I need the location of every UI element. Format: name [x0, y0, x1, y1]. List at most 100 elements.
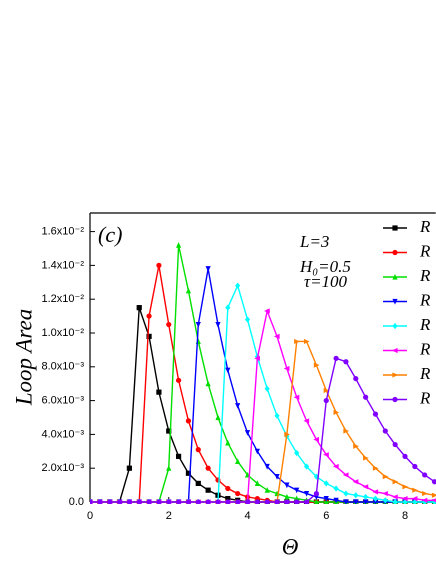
marker	[411, 496, 418, 502]
marker	[402, 453, 408, 459]
marker	[363, 493, 369, 501]
marker	[284, 499, 290, 504]
marker	[273, 333, 280, 339]
marker	[333, 485, 339, 492]
legend-label: R	[419, 217, 431, 236]
series-line	[90, 357, 435, 503]
marker	[225, 499, 231, 504]
y-tick-label: 2.0x10⁻³	[42, 462, 85, 474]
marker	[205, 499, 211, 504]
marker	[294, 338, 300, 345]
marker	[254, 355, 260, 361]
marker	[313, 362, 320, 368]
legend-label: R	[419, 241, 431, 260]
marker	[402, 484, 409, 490]
marker	[303, 490, 310, 497]
marker	[254, 499, 260, 504]
marker	[422, 472, 428, 478]
marker	[126, 499, 132, 504]
marker	[225, 367, 231, 374]
marker	[343, 499, 349, 504]
marker	[314, 498, 319, 504]
marker	[235, 499, 241, 504]
y-tick-label: 0.0	[69, 496, 84, 508]
marker	[392, 249, 398, 256]
y-tick-label: 6.0x10⁻³	[42, 395, 85, 407]
marker	[392, 441, 398, 448]
x-tick-label: 0	[87, 510, 93, 522]
y-tick-label: 1.2x10⁻²	[42, 293, 85, 305]
marker	[293, 394, 300, 400]
marker	[372, 495, 379, 502]
marker	[382, 474, 389, 480]
marker	[391, 347, 398, 354]
marker	[294, 449, 300, 457]
marker	[244, 430, 251, 436]
marker	[126, 465, 132, 471]
marker	[195, 480, 201, 487]
marker	[294, 499, 300, 504]
marker	[363, 455, 369, 461]
marker	[412, 463, 418, 470]
marker	[284, 493, 290, 500]
marker	[332, 463, 339, 470]
marker	[382, 490, 388, 497]
marker	[225, 439, 231, 446]
marker	[195, 321, 201, 328]
y-tick-label: 4.0x10⁻³	[42, 428, 85, 440]
marker	[392, 322, 398, 330]
marker	[303, 499, 310, 504]
marker	[352, 479, 359, 485]
y-tick-label: 1.0x10⁻²	[42, 327, 85, 339]
marker	[166, 428, 172, 434]
marker	[166, 321, 172, 328]
marker	[235, 490, 241, 497]
marker	[97, 499, 103, 504]
marker	[412, 487, 418, 493]
marker	[195, 338, 201, 345]
marker	[284, 482, 290, 489]
marker	[175, 453, 182, 459]
marker	[431, 498, 436, 503]
marker	[175, 377, 182, 383]
marker	[166, 499, 172, 504]
marker	[402, 498, 408, 504]
marker	[156, 499, 162, 504]
annotation: (c)	[98, 222, 122, 247]
marker	[175, 242, 182, 248]
marker	[264, 463, 270, 470]
marker	[284, 431, 290, 437]
x-tick-label: 8	[402, 510, 408, 522]
marker	[146, 313, 152, 319]
marker	[362, 484, 369, 490]
marker	[392, 498, 398, 504]
marker	[353, 376, 359, 382]
marker	[382, 497, 388, 504]
marker	[382, 428, 388, 434]
marker	[215, 321, 221, 328]
marker	[333, 409, 340, 416]
marker	[215, 414, 221, 421]
marker	[274, 474, 280, 480]
marker	[235, 458, 241, 465]
marker	[392, 396, 398, 403]
marker	[323, 387, 330, 394]
marker	[372, 411, 379, 417]
marker	[294, 487, 300, 494]
marker	[323, 496, 329, 502]
annotation: L=3	[299, 232, 329, 251]
marker	[264, 385, 270, 392]
x-axis-label: Θ	[282, 534, 299, 559]
legend-label: R	[419, 364, 431, 383]
marker	[303, 418, 310, 424]
marker	[136, 499, 142, 504]
marker	[274, 499, 280, 504]
marker	[235, 282, 241, 289]
legend-label: R	[419, 266, 431, 285]
marker	[225, 485, 231, 492]
marker	[254, 480, 260, 487]
marker	[431, 492, 436, 498]
x-tick-label: 2	[166, 510, 172, 522]
marker	[264, 487, 270, 493]
marker	[185, 470, 192, 476]
